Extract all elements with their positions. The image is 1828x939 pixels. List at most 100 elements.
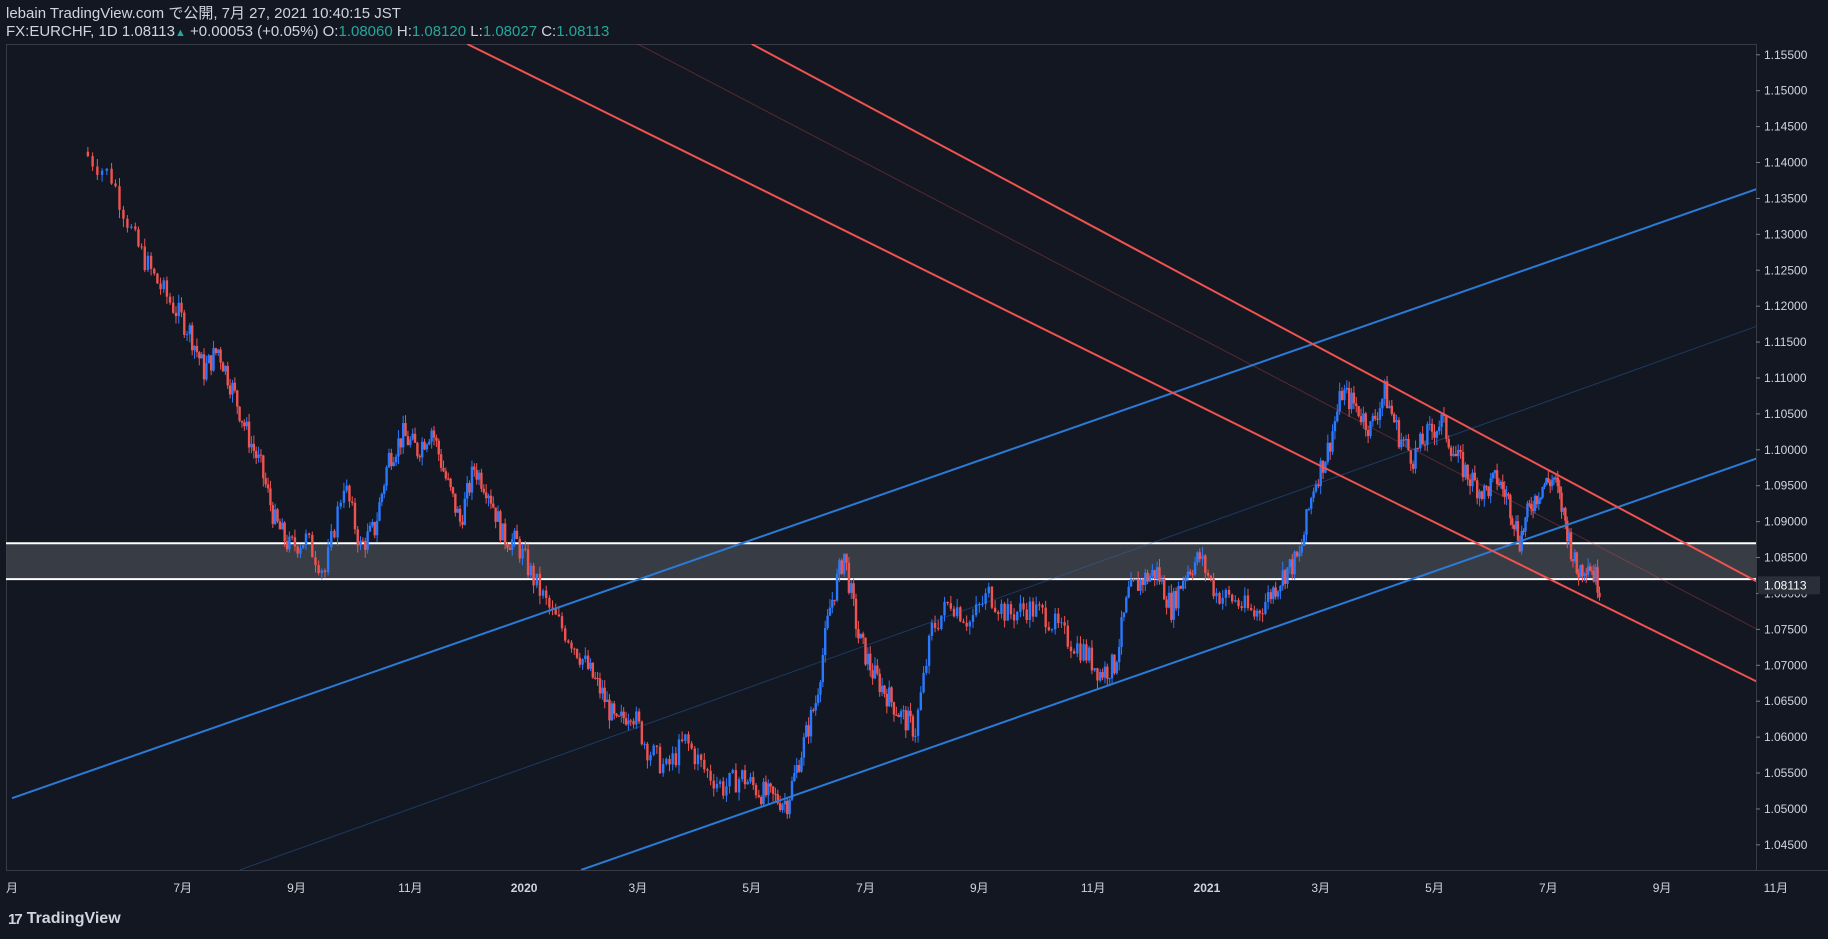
- candle-body: [503, 523, 507, 545]
- candle-body: [605, 699, 609, 703]
- candle-body: [1298, 552, 1301, 557]
- candle-body: [200, 354, 203, 359]
- candle-body: [254, 450, 258, 458]
- candle-body: [1480, 491, 1484, 499]
- candle-body: [96, 166, 99, 175]
- candle-body: [212, 348, 215, 371]
- candle-body: [153, 268, 156, 274]
- candle-body: [1134, 579, 1137, 581]
- candle-body: [1237, 600, 1240, 607]
- candle-body: [356, 529, 359, 546]
- candle-body: [168, 296, 172, 303]
- tradingview-logo[interactable]: 17 TradingView: [8, 910, 121, 928]
- y-tick-label: 1.06500: [1764, 694, 1808, 708]
- blue-channel-line-0[interactable]: [11, 163, 1828, 800]
- candle-body: [778, 803, 782, 810]
- current-price-badge: [1758, 576, 1820, 595]
- candle-body: [1204, 555, 1207, 573]
- candle-body: [943, 601, 946, 616]
- support-zone[interactable]: [6, 543, 1756, 580]
- candle-body: [185, 334, 189, 336]
- candle-body: [221, 362, 225, 372]
- candle-body: [990, 586, 994, 608]
- candle-body: [847, 562, 851, 593]
- candle-body: [1120, 617, 1123, 647]
- candle-body: [317, 565, 320, 573]
- x-tick-label: 11月: [1081, 881, 1105, 895]
- candle-body: [276, 509, 279, 522]
- candle-body: [323, 570, 327, 573]
- candle-body: [955, 607, 959, 617]
- candle-body: [1050, 629, 1054, 631]
- red-channel-line-3[interactable]: [751, 44, 1828, 622]
- candle-body: [114, 183, 117, 187]
- candle-body: [1491, 473, 1495, 479]
- y-tick-label: 1.14500: [1764, 120, 1808, 134]
- candle-body: [816, 694, 820, 704]
- candle-body: [482, 488, 485, 493]
- candle-body: [1028, 601, 1032, 621]
- blue-channel-line-1[interactable]: [580, 432, 1828, 870]
- candle-body: [366, 531, 369, 550]
- candle-body: [627, 720, 630, 725]
- candle-body: [214, 348, 218, 354]
- candle-body: [573, 648, 576, 650]
- candle-body: [914, 735, 917, 737]
- tradingview-logo-icon: 17: [8, 910, 23, 928]
- candle-body: [1471, 472, 1474, 487]
- candle-body: [927, 635, 931, 666]
- candle-body: [1539, 497, 1542, 500]
- candle-body: [394, 456, 398, 463]
- candle-body: [339, 502, 342, 507]
- candle-body: [703, 759, 706, 770]
- candle-body: [1255, 610, 1259, 617]
- candle-body: [831, 599, 834, 608]
- candle-body: [1206, 572, 1210, 576]
- candle-body: [1493, 470, 1497, 474]
- candle-body: [1518, 540, 1522, 552]
- y-tick-label: 1.05000: [1764, 802, 1808, 816]
- candle-body: [302, 545, 305, 549]
- candle-body: [1457, 449, 1460, 457]
- x-tick-label: 9月: [970, 881, 989, 895]
- candle-body: [373, 522, 376, 536]
- candle-body: [1113, 654, 1116, 674]
- candle-body: [1079, 643, 1082, 661]
- symbol-label[interactable]: FX:EURCHF, 1D: [6, 23, 118, 40]
- candle-body: [293, 537, 297, 547]
- candle-body: [1392, 413, 1396, 423]
- low-label: L:: [470, 23, 483, 40]
- candle-body: [1261, 613, 1264, 615]
- candle-body: [177, 302, 180, 317]
- candle-body: [1385, 381, 1389, 409]
- candle-body: [1215, 592, 1218, 597]
- candle-body: [1475, 480, 1479, 499]
- red-channel-line-2[interactable]: [466, 44, 1828, 719]
- candle-body: [658, 746, 662, 774]
- candle-body: [677, 739, 681, 766]
- candle-body: [266, 484, 270, 489]
- candle-body: [1554, 477, 1558, 479]
- candle-body: [1249, 608, 1253, 611]
- candle-body: [461, 521, 464, 525]
- candle-body: [278, 521, 282, 530]
- candle-body: [1146, 572, 1149, 582]
- candle-body: [1122, 612, 1126, 618]
- candle-body: [348, 485, 351, 502]
- candle-body: [1191, 574, 1194, 576]
- candle-body: [1144, 572, 1147, 585]
- candle-body: [968, 621, 972, 627]
- candle-body: [1586, 566, 1590, 575]
- candle-body: [281, 522, 284, 530]
- candle-body: [1567, 532, 1571, 542]
- x-tick-label: 7月: [856, 881, 875, 895]
- candle-body: [866, 653, 870, 665]
- candle-body: [1072, 651, 1076, 654]
- candle-body: [378, 502, 381, 521]
- candle-body: [1240, 606, 1243, 609]
- candle-body: [1312, 491, 1315, 498]
- y-tick-label: 1.07500: [1764, 622, 1808, 636]
- candle-body: [105, 168, 109, 171]
- candle-body: [383, 485, 386, 494]
